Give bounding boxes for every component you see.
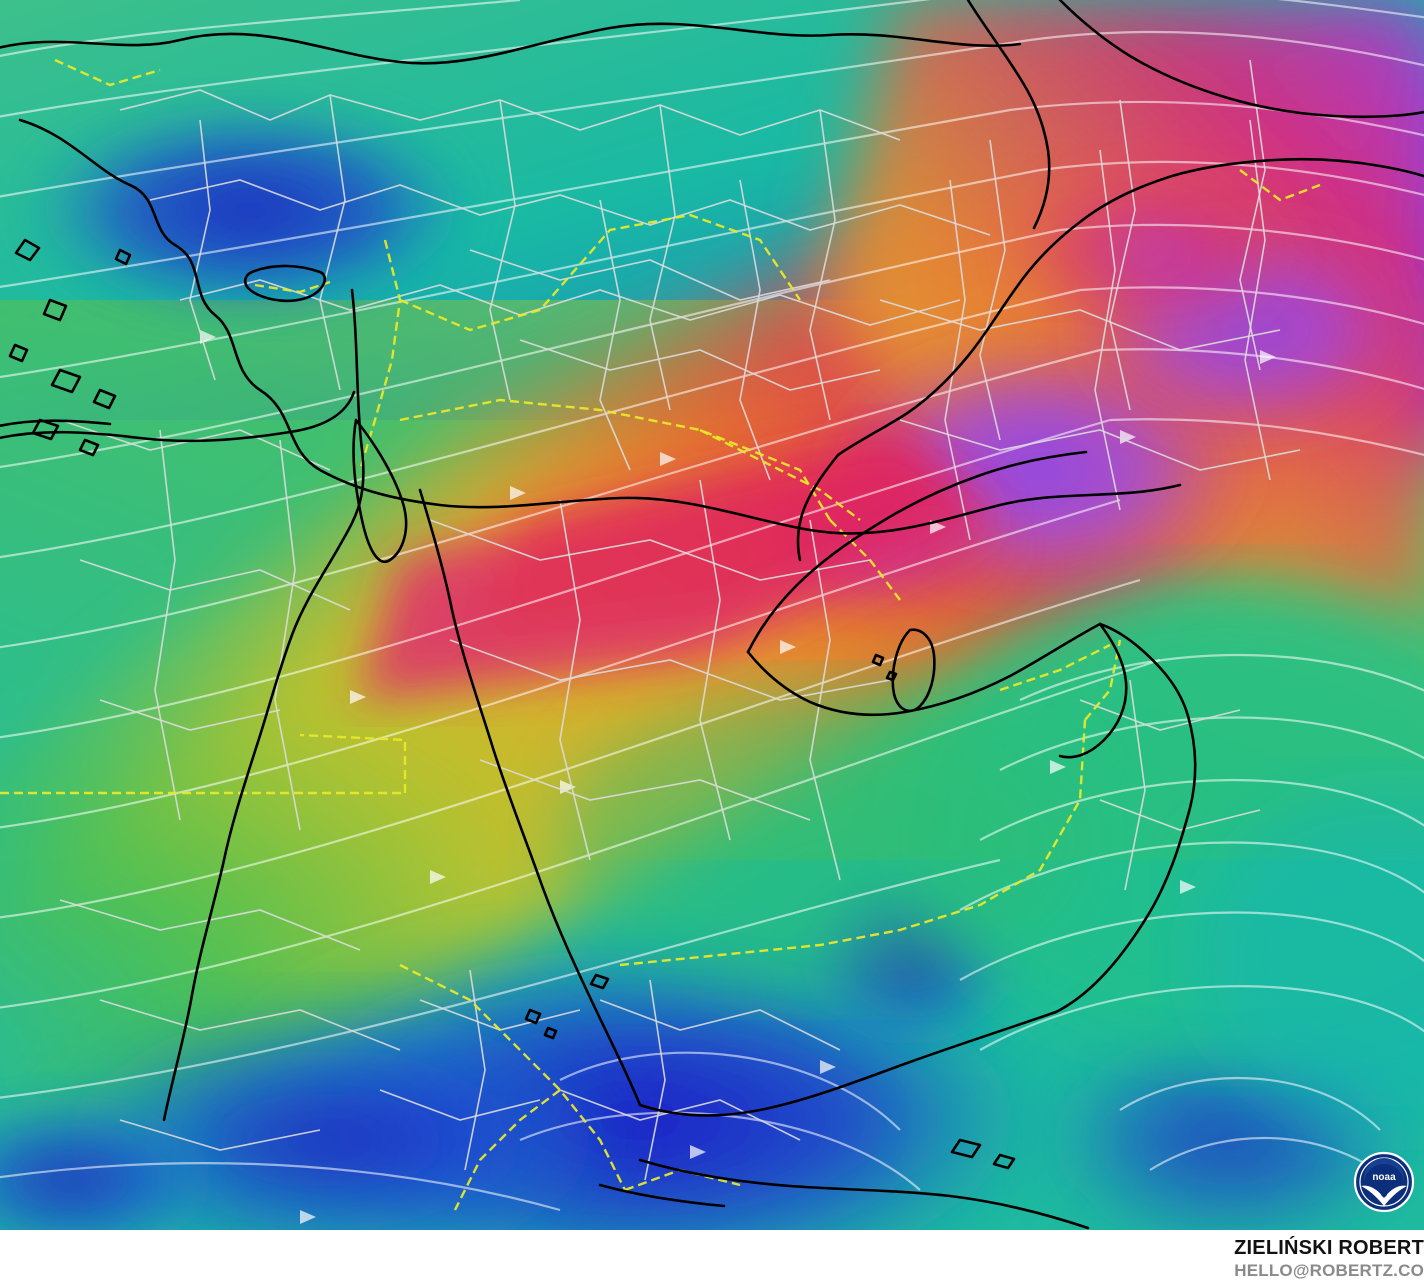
coastlines: [0, 0, 1424, 1230]
noaa-logo-text: noaa: [1372, 1172, 1396, 1183]
streamline-arrow-heads: [200, 330, 1276, 1224]
credit-author: ZIELIŃSKI ROBERT: [1234, 1237, 1424, 1259]
colorbar-legend: 0.25 km/h 188.37 km/h 010203040506070809…: [0, 1230, 1424, 1287]
weather-map[interactable]: noaa: [0, 0, 1424, 1230]
noaa-logo: noaa: [1353, 1151, 1415, 1213]
credit-email: HELLO@ROBERTZ.CO: [1234, 1261, 1424, 1280]
wind-speed-field: [0, 0, 1424, 1230]
map-canvas[interactable]: [0, 0, 1424, 1230]
credit-block: ZIELIŃSKI ROBERT HELLO@ROBERTZ.CO: [1224, 1236, 1424, 1282]
wind-streamlines: [0, 0, 1424, 1212]
